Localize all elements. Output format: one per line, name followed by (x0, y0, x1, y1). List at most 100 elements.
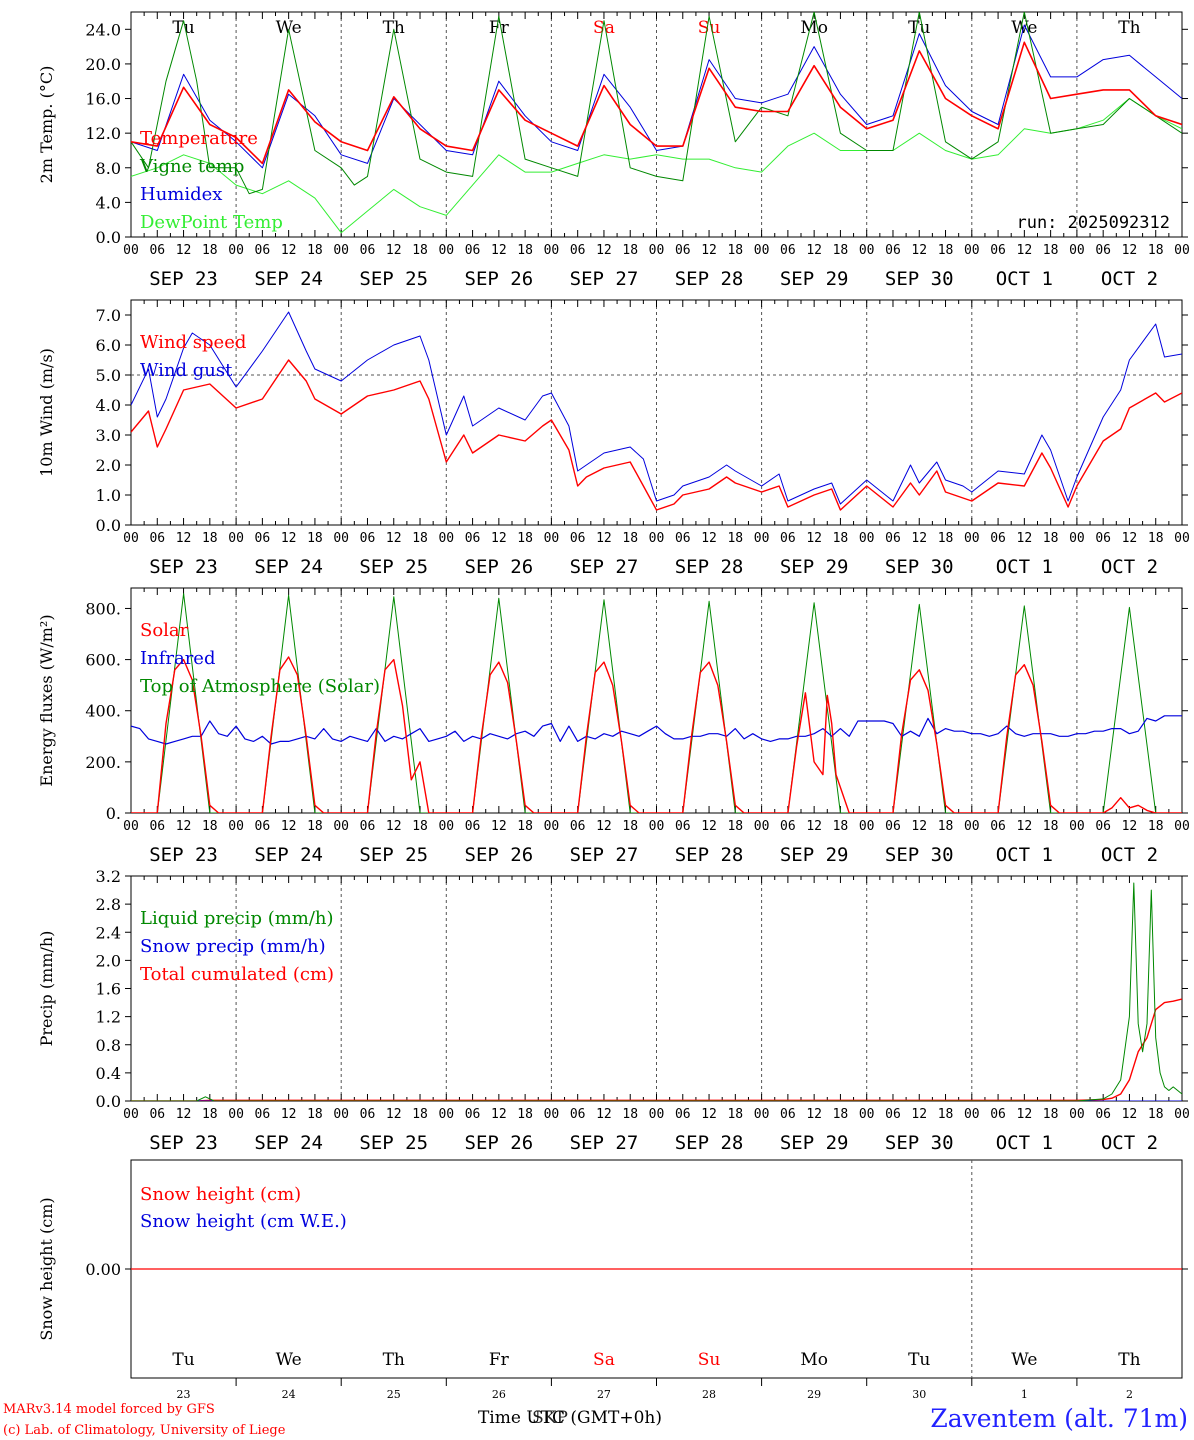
legend-entry: Vigne temp (139, 156, 244, 177)
weekday-label: Sa (593, 18, 615, 38)
footer: MARv3.14 model forced by GFS (c) Lab. of… (3, 1402, 1188, 1438)
hour-label: 18 (412, 1107, 428, 1122)
legend-entry: Snow precip (mm/h) (140, 936, 326, 957)
legend-entry: Solar (140, 620, 189, 641)
weekday-label: Fr (489, 1350, 510, 1370)
y-tick-label: 20.0 (85, 55, 121, 74)
hour-label: 18 (1043, 243, 1059, 258)
hour-label: 12 (596, 1107, 612, 1122)
hour-label: 18 (1043, 531, 1059, 546)
hour-label: 18 (1043, 1107, 1059, 1122)
series-line-liquid-precip-mm-h- (131, 882, 1182, 1101)
hour-label: 12 (386, 1107, 402, 1122)
date-label: SEP 23 (149, 844, 218, 866)
date-label: SEP 28 (675, 268, 744, 290)
date-label: SEP 29 (780, 1132, 849, 1154)
date-label: OCT 1 (996, 556, 1053, 578)
date-label: SEP 29 (780, 556, 849, 578)
hour-label: 06 (255, 1107, 271, 1122)
panels-layer: 0.04.08.012.016.020.024.02m Temp. (°C)00… (37, 11, 1190, 1401)
hour-label: 18 (1148, 531, 1164, 546)
hour-label: 18 (412, 819, 428, 834)
hour-label: 06 (1095, 243, 1111, 258)
hour-label: 06 (149, 1107, 165, 1122)
hour-label: 06 (360, 243, 376, 258)
hour-label: 06 (570, 1107, 586, 1122)
hour-label: 18 (727, 531, 743, 546)
legend-entry: Liquid precip (mm/h) (140, 908, 334, 929)
temperature-series (131, 12, 1182, 234)
hour-label: 12 (701, 531, 717, 546)
hour-label: 12 (596, 531, 612, 546)
hour-label: 00 (859, 1107, 875, 1122)
hour-label: 06 (885, 531, 901, 546)
hour-label: 06 (1095, 819, 1111, 834)
time-axis-label: Time UTC (GMT+0h) (478, 1408, 662, 1428)
hour-label: 12 (911, 1107, 927, 1122)
weekday-label: Tu (908, 18, 930, 38)
hour-label: 18 (1148, 243, 1164, 258)
hour-label: 06 (465, 531, 481, 546)
hour-label: 06 (149, 531, 165, 546)
y-tick-label: 4.0 (96, 396, 121, 415)
hour-label: 00 (228, 531, 244, 546)
y-tick-label: 7.0 (96, 306, 121, 325)
hour-label: 00 (123, 1107, 139, 1122)
hour-label: 12 (1017, 1107, 1033, 1122)
energy-ylabel: Energy fluxes (W/m²) (37, 614, 56, 786)
hour-label: 06 (255, 819, 271, 834)
hour-label: 18 (938, 531, 954, 546)
hour-label: 00 (964, 531, 980, 546)
y-tick-label: 1.0 (96, 486, 121, 505)
date-label: SEP 27 (570, 556, 639, 578)
hour-label: 06 (149, 819, 165, 834)
series-line-dewpoint-temp (131, 98, 1182, 234)
hour-label: 12 (701, 819, 717, 834)
y-tick-label: 600. (85, 651, 121, 670)
hour-label: 18 (307, 1107, 323, 1122)
date-label: SEP 30 (885, 556, 954, 578)
y-tick-label: 400. (85, 702, 121, 721)
date-label: OCT 2 (1101, 556, 1158, 578)
hour-label: 12 (911, 819, 927, 834)
day-number-label: 27 (597, 1388, 611, 1401)
temperature-ylabel: 2m Temp. (°C) (37, 66, 56, 184)
hour-label: 00 (649, 819, 665, 834)
hour-label: 18 (517, 1107, 533, 1122)
hour-label: 06 (780, 243, 796, 258)
hour-label: 06 (990, 819, 1006, 834)
hour-label: 12 (386, 243, 402, 258)
snow-ylabel: Snow height (cm) (37, 1197, 56, 1340)
weekday-label: We (276, 18, 302, 38)
date-label: SEP 28 (675, 556, 744, 578)
panel-snow: 0.00 Snow height (cm) Tu 23 We 24 Th 25 Fr 26 Sa 27… (37, 1159, 1188, 1401)
hour-label: 00 (438, 531, 454, 546)
hour-label: 18 (727, 243, 743, 258)
date-label: SEP 26 (465, 1132, 534, 1154)
date-label: OCT 2 (1101, 1132, 1158, 1154)
weekday-label: Sa (593, 1350, 615, 1370)
hour-label: 00 (1069, 1107, 1085, 1122)
hour-label: 00 (649, 1107, 665, 1122)
wind-series (131, 311, 1182, 511)
hour-label: 06 (360, 531, 376, 546)
weekday-label: Th (383, 18, 405, 38)
hour-label: 00 (754, 243, 770, 258)
date-label: SEP 23 (149, 1132, 218, 1154)
precip-series (131, 882, 1182, 1101)
hour-label: 12 (386, 819, 402, 834)
series-line-temperature (131, 41, 1182, 165)
hour-label: 00 (754, 1107, 770, 1122)
run-label: run: 2025092312 (1016, 213, 1170, 233)
hour-label: 00 (228, 1107, 244, 1122)
y-tick-label: 5.0 (96, 366, 121, 385)
hour-label: 12 (1122, 531, 1138, 546)
hour-label: 18 (1043, 819, 1059, 834)
hour-label: 12 (596, 243, 612, 258)
hour-label: 00 (1069, 819, 1085, 834)
hour-label: 00 (544, 243, 560, 258)
hour-label: 00 (1174, 1107, 1190, 1122)
hour-label: 12 (176, 531, 192, 546)
hour-label: 18 (622, 243, 638, 258)
